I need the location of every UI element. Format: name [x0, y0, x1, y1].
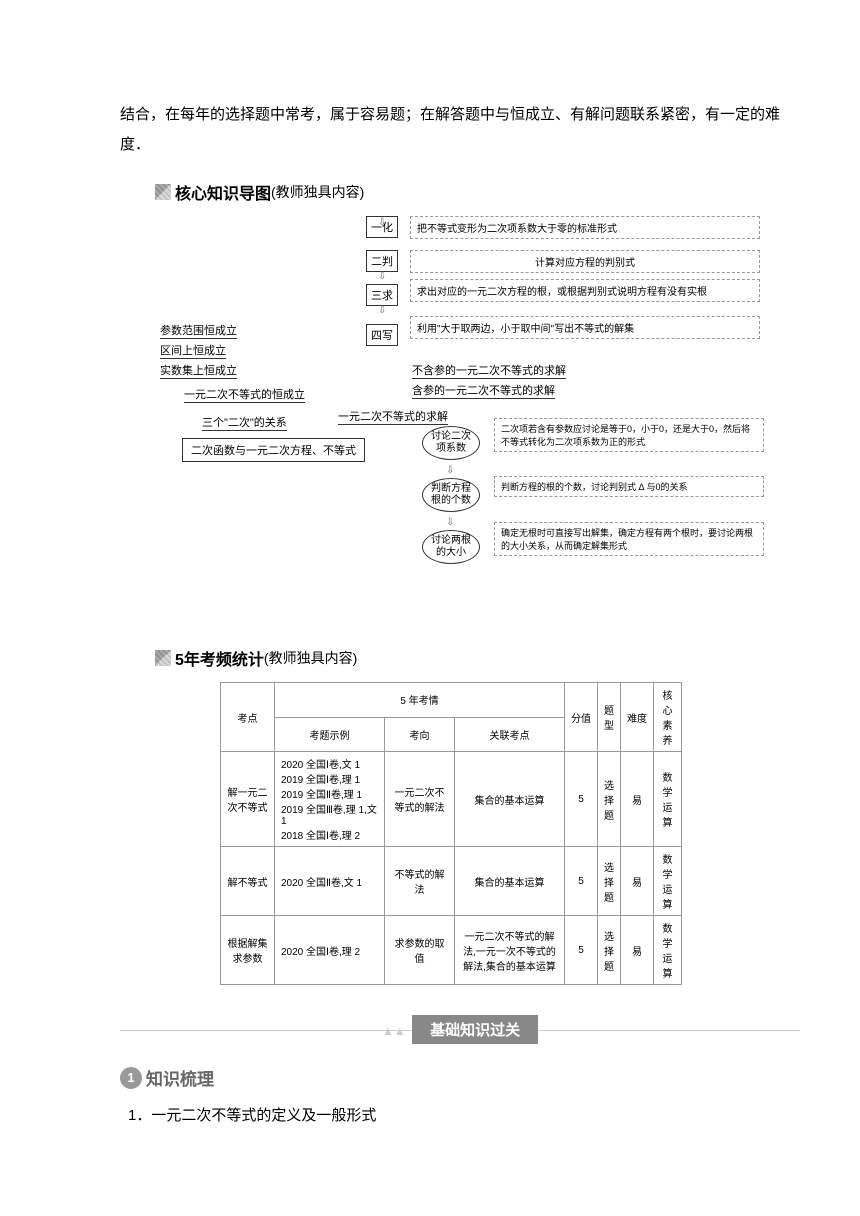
oval-box: 判断方程根的个数 [422, 478, 480, 512]
cell: 2020 全国Ⅰ卷,理 2 [275, 916, 385, 985]
frequency-table-wrap: 考点 5 年考情 分值 题型 难度 核心素养 考题示例 考向 关联考点 解一元二… [220, 682, 800, 985]
center-box: 二次函数与一元二次方程、不等式 [182, 438, 365, 462]
th-nandu: 难度 [621, 683, 654, 752]
cell: 解一元二次不等式 [221, 752, 275, 847]
table-row: 根据解集求参数 2020 全国Ⅰ卷,理 2 求参数的取值 一元二次不等式的解法,… [221, 916, 682, 985]
step-desc: 把不等式变形为二次项系数大于零的标准形式 [410, 216, 760, 239]
cell: 5 [565, 752, 598, 847]
left-sub: 三个"二次"的关系 [202, 414, 287, 431]
left-item: 参数范围恒成立 [160, 322, 237, 339]
th-guanlian: 关联考点 [455, 717, 565, 752]
table-header-row: 考点 5 年考情 分值 题型 难度 核心素养 [221, 683, 682, 718]
knowledge-diagram: 一化 把不等式变形为二次项系数大于零的标准形式 二判 计算对应方程的判别式 三求… [120, 216, 800, 616]
right-top-item: 不含参的一元二次不等式的求解 [412, 362, 566, 379]
cell: 2020 全国Ⅰ卷,文 1 2019 全国Ⅰ卷,理 1 2019 全国Ⅱ卷,理 … [275, 752, 385, 847]
cell: 解不等式 [221, 847, 275, 916]
oval-box: 讨论二次项系数 [422, 426, 480, 460]
th-kaoxiang: 考向 [385, 717, 455, 752]
cell: 数学运算 [654, 752, 682, 847]
th-tixing: 题型 [598, 683, 621, 752]
cell: 集合的基本运算 [455, 752, 565, 847]
step-box: 四写 [366, 324, 398, 346]
left-item: 区间上恒成立 [160, 342, 226, 359]
arrow-down-icon [378, 216, 386, 224]
triangle-icon: ▲▲ [382, 1024, 406, 1038]
section-frequency: 5年考频统计 (教师独具内容) [155, 646, 800, 670]
cell: 选择题 [598, 847, 621, 916]
right-top-item: 含参的一元二次不等式的求解 [412, 382, 555, 399]
intro-paragraph: 结合，在每年的选择题中常考，属于容易题；在解答题中与恒成立、有解问题联系紧密，有… [120, 100, 800, 160]
step-desc: 计算对应方程的判别式 [410, 250, 760, 273]
left-item: 实数集上恒成立 [160, 362, 237, 379]
cell: 集合的基本运算 [455, 847, 565, 916]
cell: 一元二次不等式的解法,一元一次不等式的解法,集合的基本运算 [455, 916, 565, 985]
cell: 5 [565, 916, 598, 985]
arrow-down-icon [378, 304, 386, 312]
th-suyang: 核心素养 [654, 683, 682, 752]
right-mid: 一元二次不等式的求解 [338, 408, 448, 425]
left-main: 一元二次不等式的恒成立 [184, 386, 305, 403]
th-wunian: 5 年考情 [275, 683, 565, 718]
banner-text: 基础知识过关 [412, 1015, 538, 1044]
knowledge-title: 知识梳理 [146, 1065, 214, 1090]
cell: 一元二次不等式的解法 [385, 752, 455, 847]
item-heading: 1．一元二次不等式的定义及一般形式 [128, 1104, 800, 1125]
step-box: 二判 [366, 250, 398, 272]
cell: 数学运算 [654, 847, 682, 916]
cell: 易 [621, 752, 654, 847]
number-circle: 1 [120, 1067, 142, 1089]
arrow-down-icon [446, 516, 454, 524]
section2-title: 5年考频统计 [175, 646, 264, 670]
arrow-down-icon [446, 464, 454, 472]
section1-title: 核心知识导图 [175, 180, 271, 204]
step-box: 三求 [366, 284, 398, 306]
knowledge-sort-head: 1 知识梳理 [120, 1065, 800, 1090]
table-row: 解不等式 2020 全国Ⅱ卷,文 1 不等式的解法 集合的基本运算 5 选择题 … [221, 847, 682, 916]
arrow-down-icon [378, 270, 386, 278]
oval-desc: 确定无根时可直接写出解集，确定方程有两个根时，要讨论两根的大小关系，从而确定解集… [494, 522, 764, 556]
cell: 数学运算 [654, 916, 682, 985]
section1-sub: (教师独具内容) [271, 182, 364, 202]
cell: 选择题 [598, 752, 621, 847]
step-desc: 利用"大于取两边，小于取中间"写出不等式的解集 [410, 316, 760, 339]
cell: 求参数的取值 [385, 916, 455, 985]
table-row: 解一元二次不等式 2020 全国Ⅰ卷,文 1 2019 全国Ⅰ卷,理 1 201… [221, 752, 682, 847]
cell: 易 [621, 847, 654, 916]
frequency-table: 考点 5 年考情 分值 题型 难度 核心素养 考题示例 考向 关联考点 解一元二… [220, 682, 682, 985]
cell: 根据解集求参数 [221, 916, 275, 985]
section2-sub: (教师独具内容) [264, 648, 357, 668]
step-desc: 求出对应的一元二次方程的根，或根据判别式说明方程有没有实根 [410, 279, 760, 302]
cell: 选择题 [598, 916, 621, 985]
cell: 2020 全国Ⅱ卷,文 1 [275, 847, 385, 916]
oval-desc: 判断方程的根的个数，讨论判别式 Δ 与0的关系 [494, 476, 764, 497]
oval-desc: 二次项若含有参数应讨论是等于0，小于0，还是大于0，然后将不等式转化为二次项系数… [494, 418, 764, 452]
cell: 易 [621, 916, 654, 985]
th-fenzhi: 分值 [565, 683, 598, 752]
cell: 不等式的解法 [385, 847, 455, 916]
cell: 5 [565, 847, 598, 916]
section-knowledge-map: 核心知识导图 (教师独具内容) [155, 180, 800, 204]
th-kaodian: 考点 [221, 683, 275, 752]
oval-box: 讨论两根的大小 [422, 530, 480, 564]
pattern-icon [155, 184, 171, 200]
banner-basic-knowledge: ▲▲ 基础知识过关 [120, 1015, 800, 1045]
pattern-icon [155, 650, 171, 666]
th-shili: 考题示例 [275, 717, 385, 752]
